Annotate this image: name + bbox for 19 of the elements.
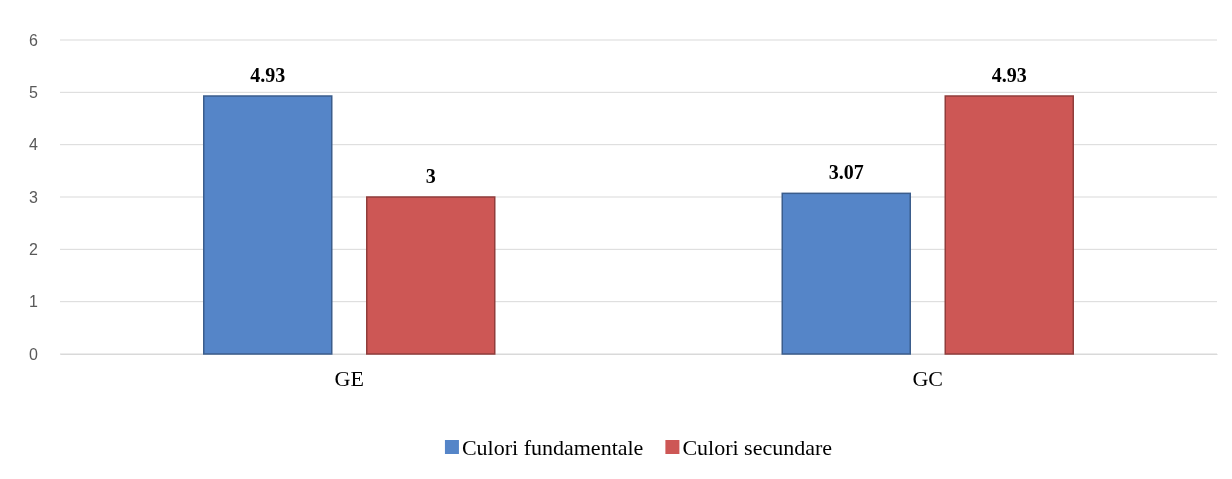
data-label: 3.07 [828, 161, 864, 184]
y-tick-label: 3 [29, 188, 39, 206]
bar [781, 192, 911, 355]
bar [366, 196, 496, 355]
y-tick-label: 6 [29, 31, 39, 49]
y-tick-label: 4 [29, 136, 39, 154]
legend-label: Culori fundamentale [461, 434, 644, 460]
x-tick-label: GE [334, 365, 364, 391]
y-tick-label: 2 [29, 240, 39, 258]
data-label: 4.93 [250, 64, 286, 86]
bar [944, 95, 1074, 355]
data-label: 4.93 [991, 64, 1027, 86]
y-tick-label: 5 [29, 83, 39, 101]
y-tick-label: 1 [29, 293, 39, 311]
legend-label: Culori secundare [682, 434, 833, 460]
y-tick-label: 0 [29, 345, 39, 363]
x-tick-label: GC [912, 365, 944, 391]
data-label: 3 [425, 165, 436, 187]
bar [203, 95, 333, 355]
